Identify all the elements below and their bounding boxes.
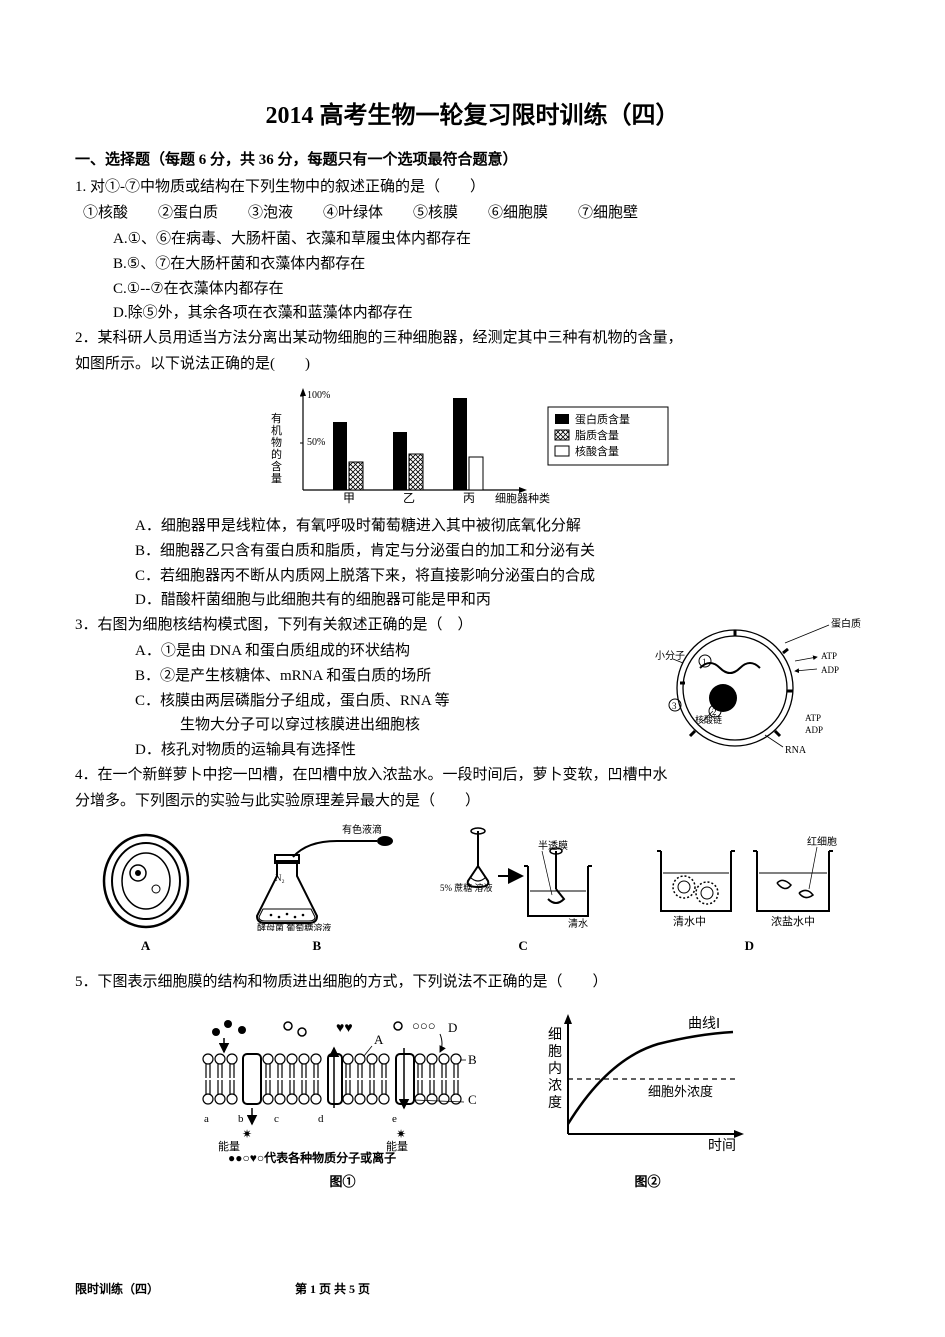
svg-text:曲线Ⅰ: 曲线Ⅰ [688,1016,720,1032]
svg-text:的: 的 [271,447,282,461]
svg-text:●●○♥○代表各种物质分子或离子: ●●○♥○代表各种物质分子或离子 [228,1150,396,1164]
chart-ymax: 100% [307,390,330,401]
legend-nucleic: 核酸含量 [575,444,619,458]
svg-text:d: d [318,1113,324,1125]
svg-text:○○○: ○○○ [412,1018,436,1033]
q1-option-d: D.除⑤外，其余各项在衣藻和蓝藻体内都存在 [113,301,870,326]
q3-option-c: C．核膜由两层磷脂分子组成，蛋白质、RNA 等 生物大分子可以穿过核膜进出细胞核 [135,689,625,739]
q4-label-a: A [96,938,196,954]
svg-text:量: 量 [271,472,282,485]
svg-text:红细胞: 红细胞 [807,835,837,848]
svg-text:细胞外浓度: 细胞外浓度 [648,1084,713,1099]
svg-text:2: 2 [712,707,717,717]
svg-text:✷: ✷ [396,1127,406,1141]
legend-lipid: 脂质含量 [575,428,619,442]
q5-fig2-caption: 图② [538,1171,758,1190]
svg-text:小分子: 小分子 [655,650,685,662]
q1-items: ①核酸 ②蛋白质 ③泡液 ④叶绿体 ⑤核膜 ⑥细胞膜 ⑦细胞壁 [75,201,870,225]
q1-option-b: B.⑤、⑦在大肠杆菌和衣藻体内都存在 [113,252,870,277]
svg-text:a: a [204,1113,209,1125]
q4-fig-c: 半透膜 5% 蔗糖 溶液 清水 [438,821,608,931]
svg-text:ADP: ADP [805,725,823,735]
svg-text:酵母菌 葡萄糖溶液: 酵母菌 葡萄糖溶液 [257,922,331,931]
svg-text:✷: ✷ [242,1127,252,1141]
svg-text:蛋白质: 蛋白质 [831,617,861,630]
q4-stem-line2: 分增多。下列图示的实验与此实验原理差异最大的是（ ） [75,789,870,813]
page-title: 2014 高考生物一轮复习限时训练（四） [75,95,870,130]
q3-stem: 3．右图为细胞核结构模式图，下列有关叙述正确的是（ ） [75,613,625,637]
svg-text:5% 蔗糖 溶液: 5% 蔗糖 溶液 [440,882,493,893]
q4-label-d: D [649,938,849,954]
svg-text:ATP: ATP [805,713,821,723]
svg-text:胞: 胞 [548,1044,562,1060]
svg-text:半透膜: 半透膜 [538,839,568,852]
q4-label-c: C [438,938,608,954]
section-header: 一、选择题（每题 6 分，共 36 分，每题只有一个选项最符合题意） [75,148,870,169]
svg-text:浓: 浓 [548,1078,562,1094]
svg-text:物: 物 [271,435,282,449]
chart-x2: 乙 [403,491,415,505]
svg-text:3: 3 [672,701,677,711]
footer-left: 限时训练（四） [75,1280,295,1297]
svg-text:有色液滴: 有色液滴 [342,823,382,836]
chart-x1: 甲 [343,491,355,505]
legend-protein: 蛋白质含量 [575,412,630,426]
chart-ylabel: 有 [271,411,282,425]
q1-stem: 1. 对①-⑦中物质或结构在下列生物中的叙述正确的是（ ） [75,175,870,199]
q2-chart: 有 机 物 的 含 量 100% 50% 甲 乙 丙 细胞器种类 蛋白质含量 脂… [263,382,683,510]
q2-option-a: A．细胞器甲是线粒体，有氧呼吸时葡萄糖进入其中被彻底氧化分解 [135,514,870,539]
q5-fig2: 细 胞 内 浓 度 曲线Ⅰ 细胞外浓度 时间 [538,1004,758,1164]
svg-text:D: D [448,1020,457,1035]
svg-text:N₂: N₂ [275,873,285,883]
q5-fig1-caption: 图① [188,1171,498,1190]
svg-text:清水: 清水 [568,917,588,930]
svg-text:B: B [468,1052,477,1067]
q2-stem-line2: 如图所示。以下说法正确的是( ) [75,352,870,376]
chart-ymid: 50% [307,437,325,448]
q4-stem-line1: 4．在一个新鲜萝卜中挖一凹槽，在凹槽中放入浓盐水。一段时间后，萝卜变软，凹槽中水 [75,763,870,787]
q2-option-c: C．若细胞器丙不断从内质网上脱落下来，将直接影响分泌蛋白的合成 [135,564,870,589]
q3-nucleus-diagram: 蛋白质 小分子 ATP ADP ATP ADP 核酸链 RNA 1 2 3 [635,613,867,758]
svg-text:A: A [374,1032,384,1047]
svg-text:1: 1 [702,657,707,667]
svg-text:度: 度 [548,1095,562,1111]
q4-fig-d: 红细胞 清水中 浓盐水中 [649,821,849,931]
q4-fig-a [96,831,196,931]
q2-stem-line1: 2．某科研人员用适当方法分离出某动物细胞的三种细胞器，经测定其中三种有机物的含量… [75,326,870,350]
q5-stem: 5．下图表示细胞膜的结构和物质进出细胞的方式，下列说法不正确的是（ ） [75,970,870,994]
chart-x3: 丙 [463,491,475,505]
svg-text:清水中: 清水中 [673,915,706,928]
q4-fig-b: N₂ 有色液滴 酵母菌 葡萄糖溶液 [237,821,397,931]
q1-option-c: C.①--⑦在衣藻体内都存在 [113,277,870,302]
svg-text:RNA: RNA [785,745,807,756]
svg-text:含: 含 [271,459,282,473]
svg-text:C: C [468,1092,477,1107]
q3-option-b: B．②是产生核糖体、mRNA 和蛋白质的场所 [135,664,625,689]
chart-xaxis: 细胞器种类 [495,491,550,505]
svg-text:细: 细 [548,1027,562,1043]
q3-option-d: D．核孔对物质的运输具有选择性 [135,738,625,763]
svg-text:机: 机 [271,423,282,437]
svg-text:ATP: ATP [821,651,837,661]
svg-text:时间: 时间 [708,1138,736,1154]
svg-text:内: 内 [548,1061,562,1077]
svg-text:ADP: ADP [821,665,839,675]
svg-text:b: b [238,1113,244,1125]
q3-option-a: A．①是由 DNA 和蛋白质组成的环状结构 [135,639,625,664]
footer-center: 第 1 页 共 5 页 [295,1280,870,1297]
q5-fig1: ♥♥ ○○○ a b c d e A B C D [188,1004,498,1164]
svg-text:c: c [274,1113,279,1125]
svg-text:浓盐水中: 浓盐水中 [771,915,815,928]
svg-text:e: e [392,1113,397,1125]
q2-option-b: B．细胞器乙只含有蛋白质和脂质，肯定与分泌蛋白的加工和分泌有关 [135,539,870,564]
q4-label-b: B [237,938,397,954]
q1-option-a: A.①、⑥在病毒、大肠杆菌、衣藻和草履虫体内都存在 [113,227,870,252]
svg-text:♥♥: ♥♥ [336,1021,353,1036]
q2-option-d: D．醋酸杆菌细胞与此细胞共有的细胞器可能是甲和丙 [135,588,870,613]
